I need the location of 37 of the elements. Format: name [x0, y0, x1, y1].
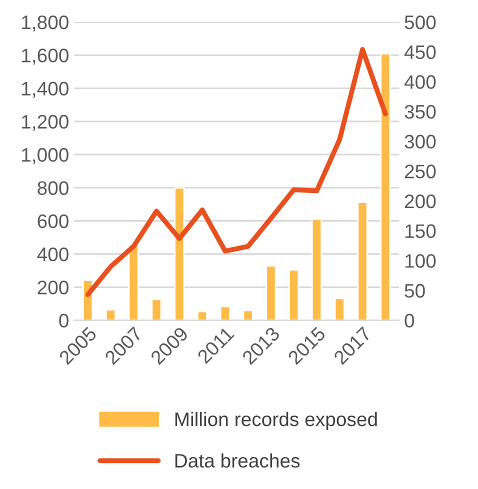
- y2-tick-label: 50: [404, 284, 425, 298]
- y-tick-label: 800: [38, 181, 68, 195]
- y-tick-label: 1,200: [22, 114, 68, 131]
- bar: [357, 202, 368, 320]
- y2-tick-label: 500: [404, 15, 436, 30]
- y-tick-label: 600: [38, 214, 68, 228]
- bar: [242, 310, 254, 320]
- y2-tick-label: 100: [405, 254, 436, 268]
- bar: [380, 52, 391, 320]
- bar: [311, 218, 322, 320]
- y-tick-label: 0: [59, 314, 68, 328]
- bar: [105, 309, 116, 320]
- bar: [334, 298, 345, 320]
- y-tick-label: 400: [37, 247, 68, 262]
- y2-tick-label: 0: [404, 314, 414, 328]
- legend-label: Million records exposed: [175, 412, 377, 430]
- y-tick-label: 1,800: [22, 15, 68, 32]
- y-tick-label: 1,600: [22, 48, 68, 65]
- bar: [266, 265, 276, 320]
- y2-tick-label: 250: [404, 164, 436, 178]
- bar: [197, 310, 208, 320]
- bar: [151, 298, 162, 320]
- y-tick-label: 1,000: [22, 148, 68, 164]
- y2-tick-label: 150: [405, 224, 436, 238]
- y2-tick-label: 300: [404, 134, 436, 149]
- bar: [174, 187, 185, 320]
- legend-label: Data breaches: [175, 453, 300, 468]
- y2-tick-label: 400: [404, 75, 436, 89]
- bar: [288, 269, 300, 320]
- y-tick-label: 200: [38, 280, 68, 294]
- y2-tick-label: 450: [404, 45, 436, 60]
- y-tick-label: 1,400: [22, 82, 68, 98]
- bar: [128, 244, 139, 320]
- y2-tick-label: 200: [404, 194, 436, 208]
- bar: [220, 306, 230, 320]
- line-series: [85, 47, 388, 298]
- y2-tick-label: 350: [404, 104, 436, 119]
